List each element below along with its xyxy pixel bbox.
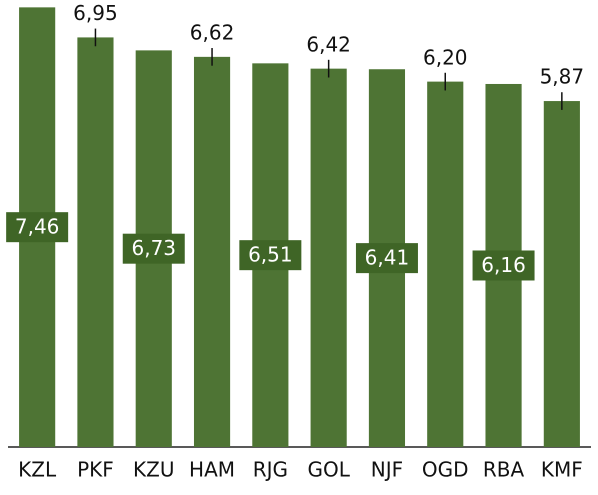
x-tick-label: PKF bbox=[77, 458, 114, 482]
value-label-box bbox=[6, 212, 69, 243]
x-tick-label: RJG bbox=[253, 458, 288, 482]
x-tick-label: GOL bbox=[307, 458, 350, 482]
x-tick-label: OGD bbox=[422, 458, 469, 482]
bar bbox=[543, 101, 580, 447]
value-label-box bbox=[472, 250, 535, 281]
value-label: 6,51 bbox=[248, 243, 293, 267]
value-label: 5,87 bbox=[540, 65, 585, 89]
value-label: 7,46 bbox=[15, 215, 60, 239]
value-label: 6,62 bbox=[190, 21, 235, 45]
bar bbox=[193, 56, 231, 448]
bar bbox=[77, 37, 114, 448]
x-tick-label: NJF bbox=[371, 458, 403, 482]
bar bbox=[310, 68, 347, 447]
value-label-box bbox=[239, 240, 302, 271]
value-label: 6,95 bbox=[73, 1, 118, 25]
x-tick-label: KMF bbox=[541, 458, 583, 482]
x-tick-label: KZU bbox=[133, 458, 174, 482]
x-tick-label: RBA bbox=[483, 458, 525, 482]
x-tick-label: KZL bbox=[18, 458, 57, 482]
value-label: 6,73 bbox=[131, 236, 176, 260]
bar bbox=[427, 81, 464, 447]
value-label: 6,41 bbox=[365, 246, 410, 270]
value-label-box bbox=[355, 243, 418, 274]
value-label-box bbox=[122, 233, 185, 264]
value-label: 6,20 bbox=[423, 45, 468, 69]
value-label: 6,16 bbox=[481, 253, 526, 277]
x-tick-label: HAM bbox=[189, 458, 235, 482]
value-label: 6,42 bbox=[306, 32, 351, 56]
